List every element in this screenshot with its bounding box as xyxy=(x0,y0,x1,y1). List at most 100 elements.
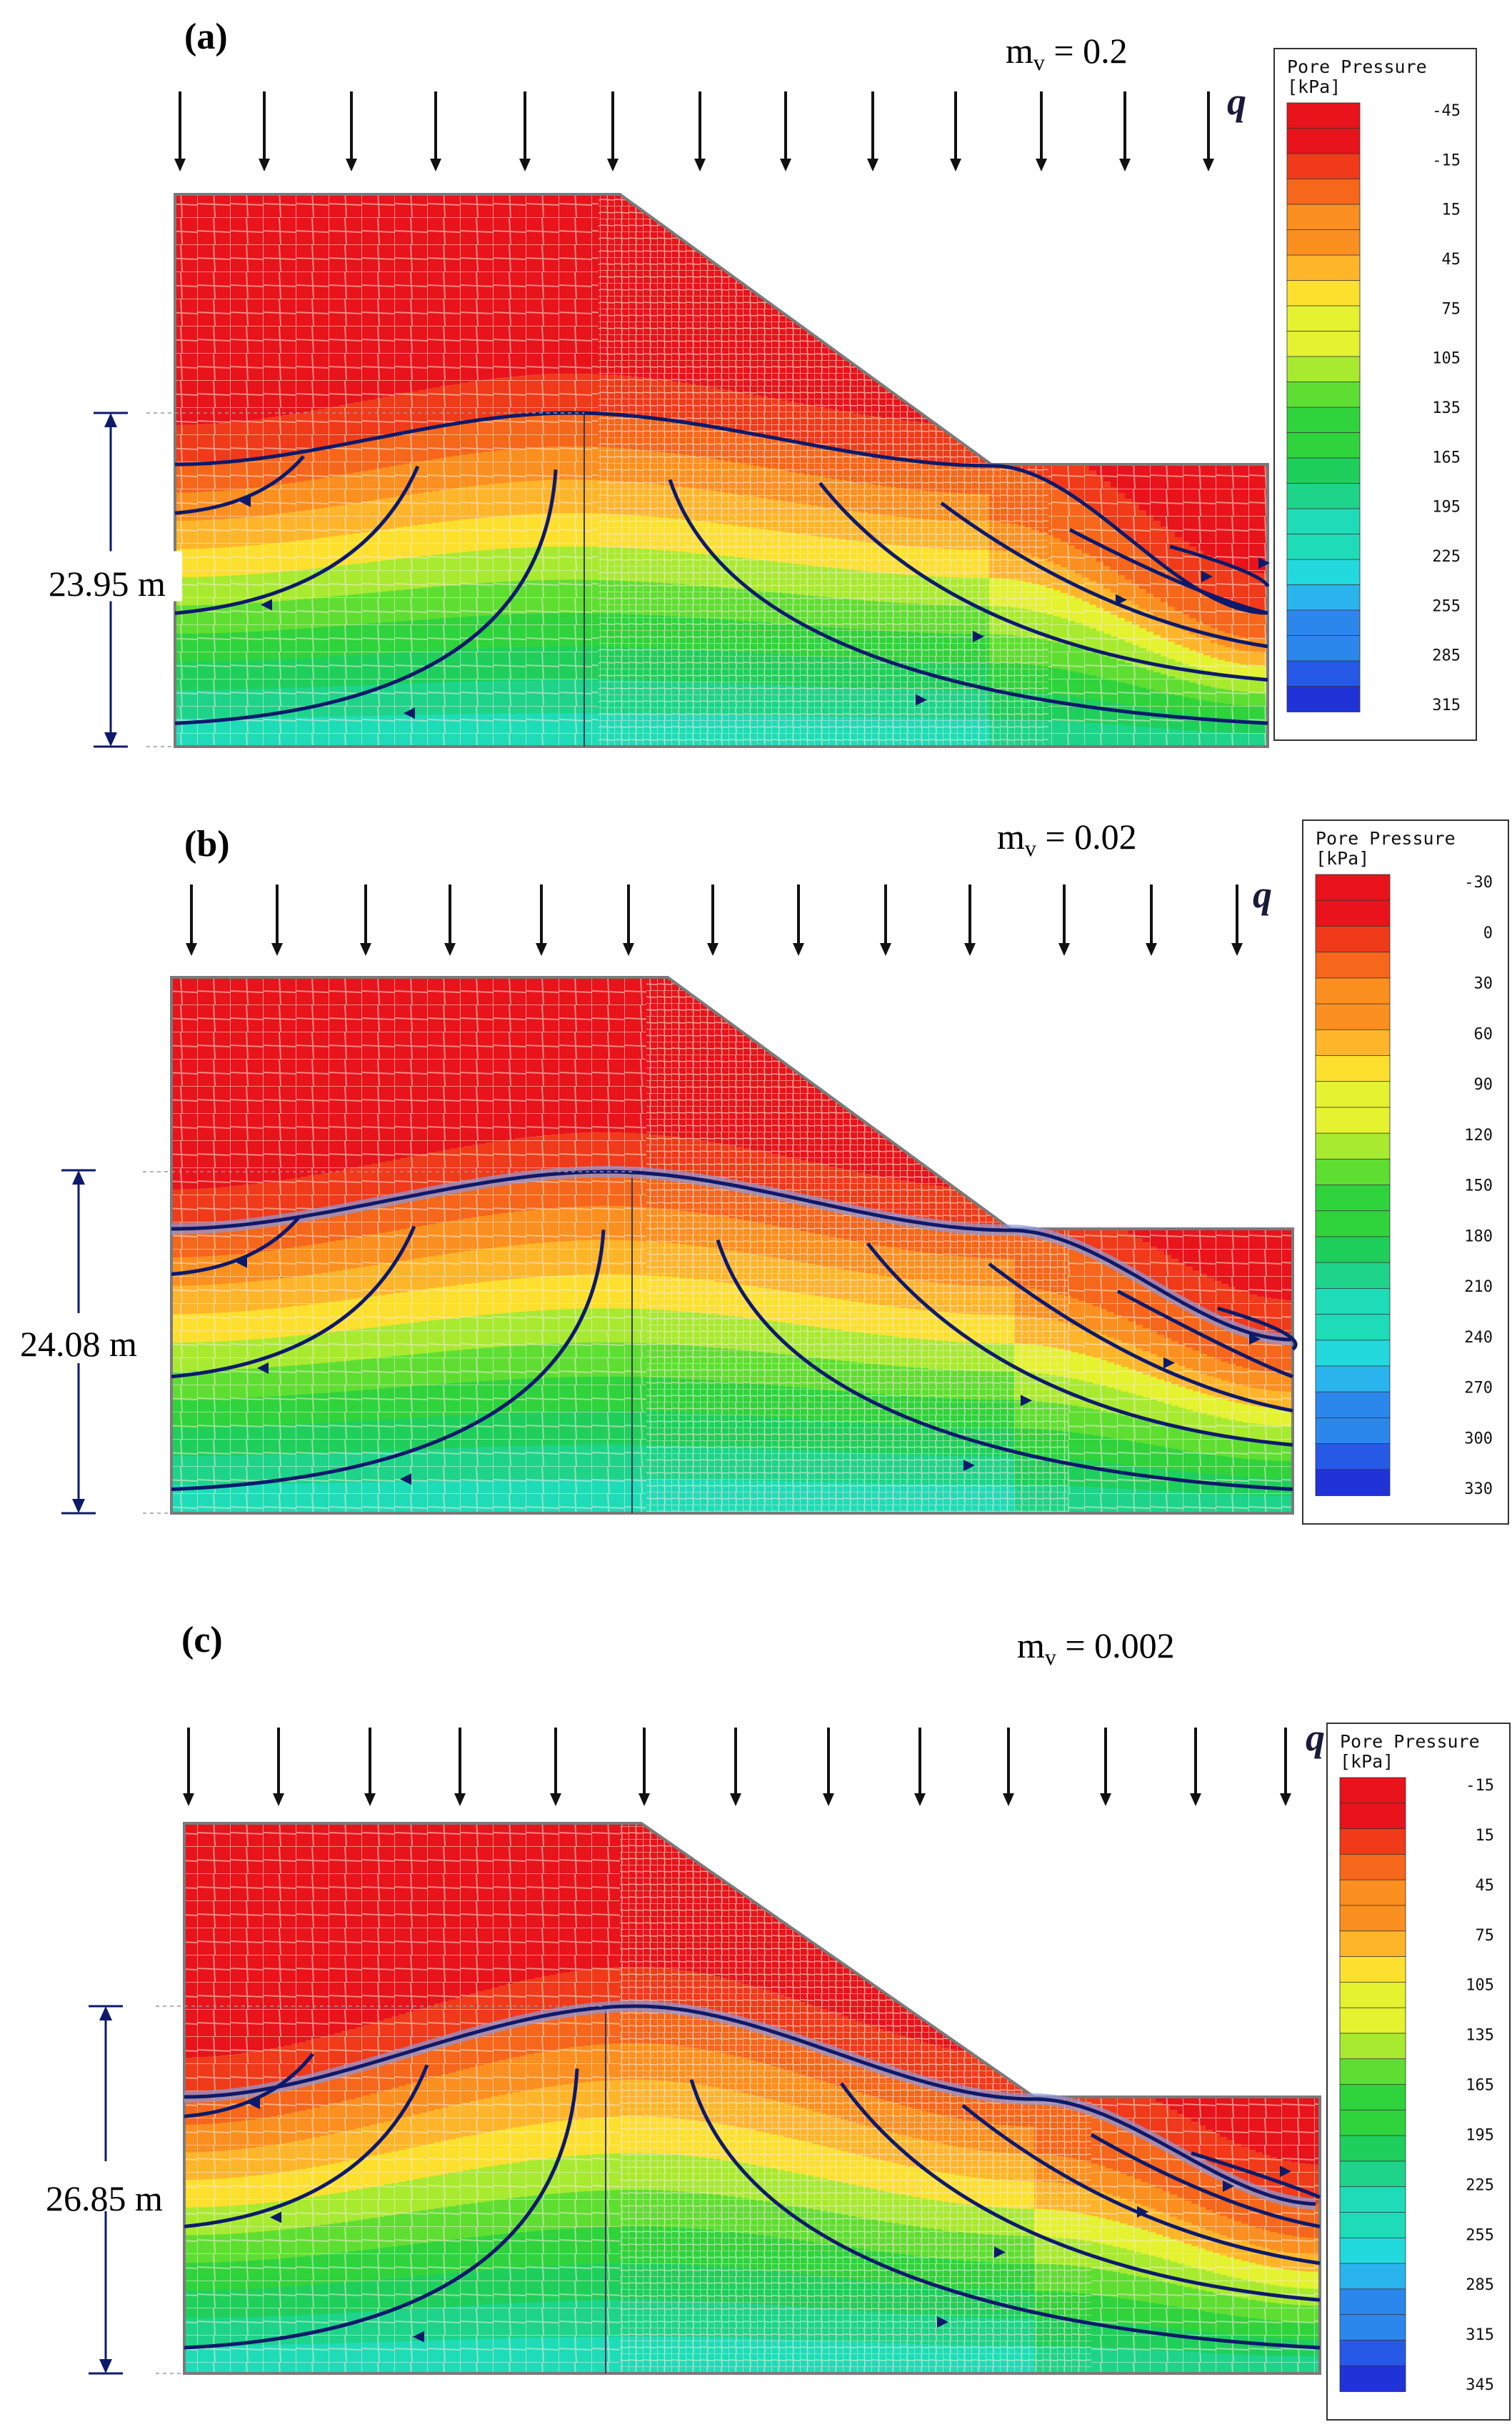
flow-direction-arrowhead xyxy=(963,1460,975,1472)
legend-swatch xyxy=(1286,635,1361,662)
unsaturated-zone xyxy=(1018,194,1026,432)
load-arrowhead xyxy=(880,943,891,956)
unsaturated-zone xyxy=(1132,194,1140,505)
unsaturated-zone xyxy=(1089,194,1097,471)
mesh-overlay xyxy=(175,194,1268,747)
load-arrowhead xyxy=(174,159,186,171)
unsaturated-zone xyxy=(943,977,951,1187)
unsaturated-zone xyxy=(1025,194,1033,434)
legend-tick-label: 75 xyxy=(1442,300,1461,318)
flow-line xyxy=(940,502,1268,649)
legend-swatch xyxy=(1315,1081,1391,1108)
mv-subscript: v xyxy=(1025,835,1036,861)
load-arrowhead xyxy=(1146,943,1157,956)
unsaturated-zone xyxy=(1039,194,1047,439)
legend-unit: [kPa] xyxy=(1287,76,1341,97)
flow-direction-arrowhead xyxy=(239,495,251,507)
legend-swatch xyxy=(1315,1132,1391,1160)
unsaturated-zone xyxy=(889,194,897,419)
legend-tick-label: 210 xyxy=(1464,1278,1493,1296)
unsaturated-zone xyxy=(896,194,904,420)
unsaturated-zone xyxy=(1128,977,1136,1235)
dimension-arrow-bottom xyxy=(104,732,117,747)
phreatic-line xyxy=(143,1166,1292,1514)
flow-line xyxy=(1068,528,1268,615)
flow-line xyxy=(866,1242,1293,1447)
legend-swatch xyxy=(1286,382,1361,408)
panel-c: Pore Pressure[kPa]-151545751051351651952… xyxy=(34,1620,1511,2421)
load-arrowhead xyxy=(793,943,804,956)
load-arrowhead xyxy=(607,159,619,171)
load-arrowhead xyxy=(780,159,791,171)
model-boundary xyxy=(174,193,1269,748)
flow-lines xyxy=(174,455,1270,725)
flow-direction-arrowhead xyxy=(1163,1357,1175,1369)
mv-subscript: v xyxy=(1033,49,1045,75)
unsaturated-zone xyxy=(982,194,990,427)
legend-swatch xyxy=(1286,584,1361,611)
legend-title: Pore Pressure xyxy=(1287,56,1427,77)
unsaturated-zone xyxy=(964,977,972,1190)
flow-direction-arrowhead xyxy=(973,630,984,642)
pore-pressure-legend: Pore Pressure[kPa]-300306090120150180210… xyxy=(1302,819,1509,1525)
boundary xyxy=(170,976,1294,1515)
load-arrowhead xyxy=(186,943,197,956)
unsaturated-zone xyxy=(1139,194,1147,511)
unsaturated-zone xyxy=(1082,194,1090,466)
mv-symbol: m xyxy=(1006,31,1033,71)
unsaturated-zone xyxy=(993,977,1001,1191)
legend-swatch xyxy=(1286,128,1361,154)
unsaturated-zone xyxy=(1111,194,1118,488)
load-arrowhead xyxy=(430,159,441,171)
unsaturated-zone xyxy=(911,194,918,422)
unsaturated-zone xyxy=(1171,977,1179,1260)
unsaturated-zone xyxy=(936,977,943,1187)
legend-swatch xyxy=(1315,899,1391,927)
legend-tick-label: 150 xyxy=(1464,1177,1493,1195)
legend-tick-label: 45 xyxy=(1442,251,1461,269)
unsaturated-zone xyxy=(1164,977,1172,1255)
flow-line xyxy=(716,1239,1293,1492)
unsaturated-zone xyxy=(1061,194,1068,452)
unsaturated-zone xyxy=(1186,977,1193,1267)
legend-swatch xyxy=(1286,508,1361,535)
legend-swatch xyxy=(1286,432,1361,459)
unsaturated-zone xyxy=(1086,977,1093,1212)
unsaturated-zone xyxy=(989,194,997,427)
unsaturated-zone xyxy=(1100,977,1108,1219)
load-arrowhead xyxy=(444,943,456,956)
load-arrowhead xyxy=(1203,159,1214,171)
load-arrowhead xyxy=(1231,943,1243,956)
legend-swatch xyxy=(1315,926,1391,953)
unsaturated-zone xyxy=(1050,977,1058,1198)
mesh-fine xyxy=(599,194,1048,747)
unsaturated-zone xyxy=(996,194,1004,427)
legend-swatch xyxy=(1286,483,1361,509)
unsaturated-zone xyxy=(978,977,986,1190)
unsaturated-zone xyxy=(903,194,911,422)
water-table-height: 24.08 m xyxy=(20,1324,137,1364)
legend-swatch xyxy=(1286,305,1361,332)
legend-swatch xyxy=(1315,1236,1391,1264)
dimension-arrow-top xyxy=(72,1170,85,1185)
mv-label: mv = 0.2 xyxy=(1006,31,1128,75)
mv-label: mv = 0.02 xyxy=(997,817,1137,861)
legend-swatch xyxy=(1315,1210,1391,1237)
legend-tick-label: 135 xyxy=(1432,399,1461,417)
legend-tick-label: 30 xyxy=(1474,975,1493,993)
unsaturated-zone xyxy=(939,194,947,425)
flow-line xyxy=(171,1215,301,1276)
unsaturated-zone xyxy=(1150,977,1158,1247)
unsaturated-zone xyxy=(971,977,979,1190)
load-arrows xyxy=(174,91,1214,171)
unsaturated-zone xyxy=(1096,194,1104,477)
legend-tick-label: 240 xyxy=(1464,1329,1493,1347)
unsaturated-zone xyxy=(932,194,940,424)
panel-label: (b) xyxy=(184,824,230,864)
legend-swatch xyxy=(1315,1469,1391,1496)
load-arrowhead xyxy=(271,943,283,956)
unsaturated-zone xyxy=(986,977,993,1191)
load-arrowhead xyxy=(950,159,961,171)
legend-swatch xyxy=(1286,204,1361,231)
